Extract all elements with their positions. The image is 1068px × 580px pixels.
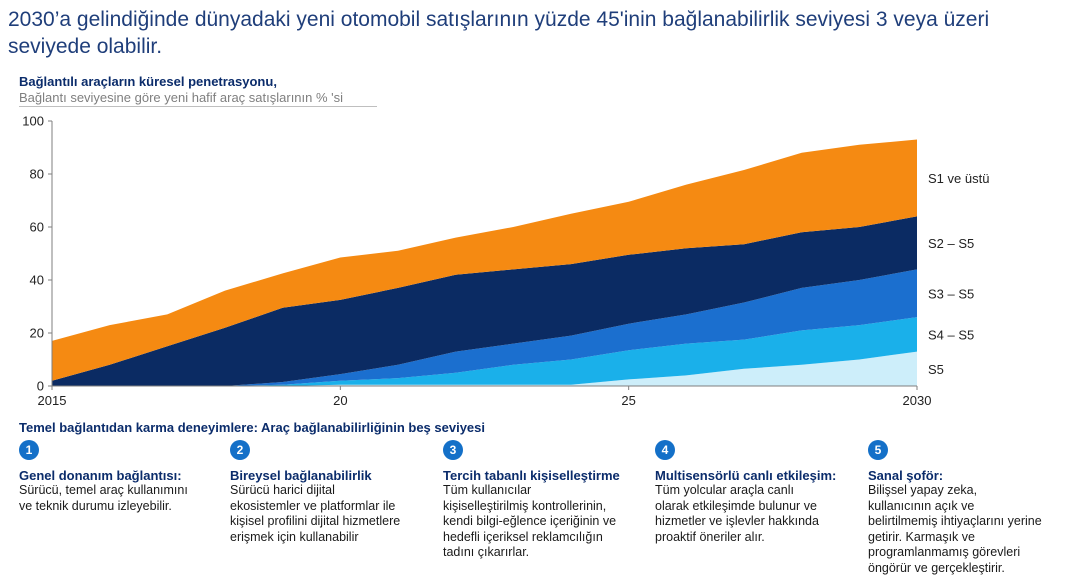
series-label: S3 – S5 [928,286,974,301]
level-title: Tercih tabanlı kişiselleştirme [443,468,620,483]
chart-subtitle: Bağlantı seviyesine göre yeni hafif araç… [19,90,344,105]
level-description-line: ekosistemler ve platformlar ile [230,498,396,513]
level-description-line: proaktif öneriler alır. [655,529,765,544]
level-number-badge: 3 [443,440,463,460]
level-description-line: kişisel profilini dijital hizmetlere [230,514,401,528]
chart-labels: S5 S4 – S5 S3 – S5 S2 – S5 S1 ve üstü [928,171,989,377]
level-card-5: 5 Sanal şoför: Bilişsel yapay zeka, kull… [868,440,1064,576]
level-description: Sürücü, temel araç kullanımını ve teknik… [19,483,224,514]
level-description-line: tadını çıkarırlar. [443,545,530,559]
level-number-badge: 2 [230,440,250,460]
level-number-badge: 5 [868,440,888,460]
level-description-line: Tüm yolcular araçla canlı [655,483,794,497]
level-description: Tüm kullanıcılar kişiselleştirilmiş kont… [443,483,648,561]
level-description-line: Bilişsel yapay zeka, [868,483,978,497]
level-title: Genel donanım bağlantısı: [19,468,182,483]
level-description-line: Sürücü harici dijital [230,483,335,497]
y-tick-label: 60 [30,220,44,235]
level-card-2: 2 Bireysel bağlanabilirlik Sürücü harici… [230,440,435,545]
y-tick-label: 20 [30,326,44,341]
chart-title: Bağlantılı araçların küresel penetrasyon… [19,74,277,89]
y-tick-label: 0 [37,379,44,394]
level-number-badge: 1 [19,440,39,460]
y-tick-label: 40 [30,273,44,288]
level-description: Sürücü harici dijital ekosistemler ve pl… [230,483,435,545]
level-description-line: olarak etkileşimde bulunur ve [655,498,817,513]
x-tick-label: 2015 [38,393,67,408]
section-title: Temel bağlantıdan karma deneyimlere: Ara… [19,420,486,435]
level-description: Tüm yolcular araçla canlı olarak etkileş… [655,483,860,545]
level-description-line: Tüm kullanıcılar [443,483,532,497]
x-tick-label: 20 [333,393,347,408]
y-tick-label: 100 [22,114,44,129]
chart-axes: 0 20 40 60 80 100 2015 20 25 2030 [22,114,931,409]
level-description-line: kendi bilgi-eğlence içeriğinin ve [443,514,617,528]
level-description-line: getirir. Karmaşık ve [868,529,975,544]
level-description-line: belirtilmemiş ihtiyaçlarını yerine [868,514,1042,528]
level-card-3: 3 Tercih tabanlı kişiselleştirme Tüm kul… [443,440,648,561]
page-headline: 2030’a gelindiğinde dünyadaki yeni otomo… [8,8,990,58]
series-label: S1 ve üstü [928,171,989,186]
level-card-4: 4 Multisensörlü canlı etkileşim: Tüm yol… [655,440,860,545]
area-series-2 [52,317,917,386]
chart-areas [52,139,917,386]
subtitle-divider [19,106,377,107]
level-description-line: ve teknik durumu izleyebilir. [19,498,172,513]
area-series-4 [52,216,917,386]
level-description-line: programlanmamış görevleri [868,545,1021,559]
series-label: S4 – S5 [928,327,974,342]
level-description-line: kullanıcının açık ve [868,498,975,513]
level-card-1: 1 Genel donanım bağlantısı: Sürücü, teme… [19,440,224,514]
level-title: Bireysel bağlanabilirlik [230,468,372,483]
x-tick-label: 25 [621,393,635,408]
level-title: Sanal şoför: [868,468,944,483]
level-description: Bilişsel yapay zeka, kullanıcının açık v… [868,483,1064,576]
level-description-line: öngörür ve gerçekleştirir. [868,560,1005,575]
level-description-line: hizmetler ve işlevler hakkında [655,514,819,528]
level-title: Multisensörlü canlı etkileşim: [655,468,837,483]
level-description-line: kişiselleştirilmiş kontrollerinin, [443,498,607,513]
x-tick-label: 2030 [903,393,932,408]
level-description-line: Sürücü, temel araç kullanımını [19,483,188,497]
area-series-3 [52,269,917,386]
level-description-line: hedefli içeriksel reklamcılığın [443,529,603,544]
series-label: S2 – S5 [928,236,974,251]
y-tick-label: 80 [30,167,44,182]
level-description-line: erişmek için kullanabilir [230,529,359,544]
area-series-1 [52,351,917,386]
stacked-area-chart: 0 20 40 60 80 100 2015 20 25 2030 S5 S4 – S5 S3 – S… [22,114,989,409]
series-label: S5 [928,362,944,377]
area-series-5 [52,139,917,381]
level-number-badge: 4 [655,440,675,460]
